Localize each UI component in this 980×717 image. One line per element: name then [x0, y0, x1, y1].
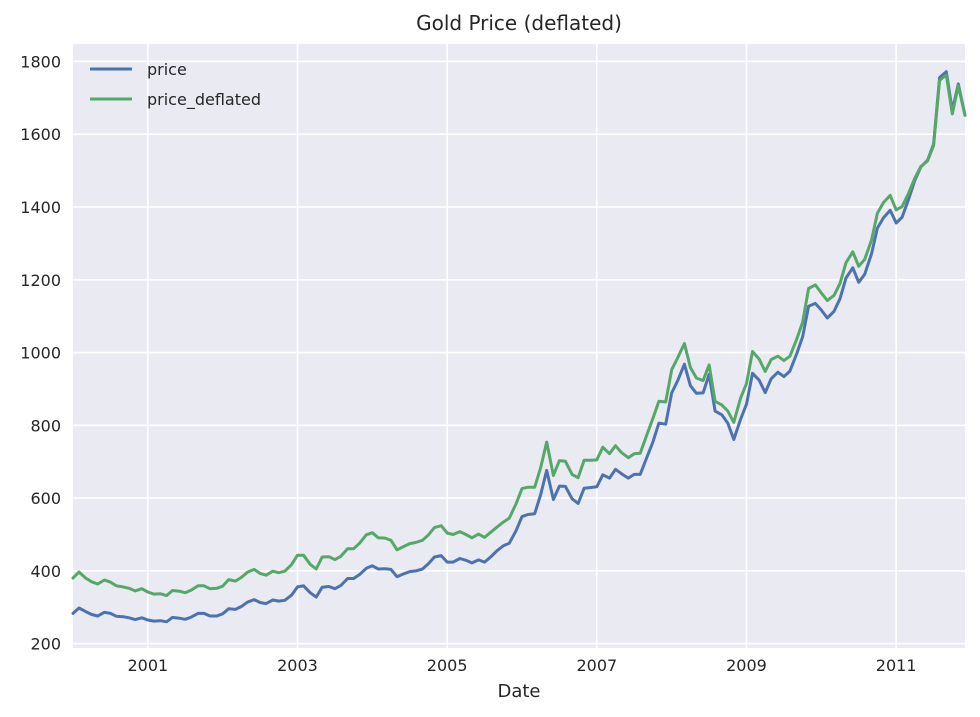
legend-label-price_deflated: price_deflated: [147, 90, 261, 110]
y-tick-label: 1000: [20, 344, 61, 363]
x-tick-label: 2001: [127, 656, 168, 675]
x-axis-label: Date: [497, 681, 540, 702]
y-tick-label: 600: [30, 489, 61, 508]
y-tick-label: 400: [30, 562, 61, 581]
chart-title: Gold Price (deflated): [416, 11, 622, 35]
legend-label-price: price: [147, 60, 187, 79]
x-tick-label: 2005: [427, 656, 468, 675]
y-tick-label: 1800: [20, 52, 61, 71]
x-tick-label: 2003: [277, 656, 318, 675]
y-tick-label: 200: [30, 635, 61, 654]
series-line-price_deflated: [71, 73, 967, 598]
y-tick-labels: 200 400 600 800 1000 1200 1400 1600 1800: [20, 52, 61, 653]
x-tick-label: 2009: [726, 656, 767, 675]
y-tick-label: 800: [30, 416, 61, 435]
x-tick-labels: 2001 2003 2005 2007 2009 2011: [127, 656, 916, 675]
x-tick-label: 2011: [876, 656, 917, 675]
x-tick-label: 2007: [576, 656, 617, 675]
y-tick-label: 1600: [20, 125, 61, 144]
series-lines: [71, 70, 967, 624]
legend: price price_deflated: [90, 60, 261, 110]
y-tick-label: 1400: [20, 198, 61, 217]
y-tick-label: 1200: [20, 271, 61, 290]
plot-area: [73, 44, 965, 648]
series-line-price: [71, 70, 967, 624]
